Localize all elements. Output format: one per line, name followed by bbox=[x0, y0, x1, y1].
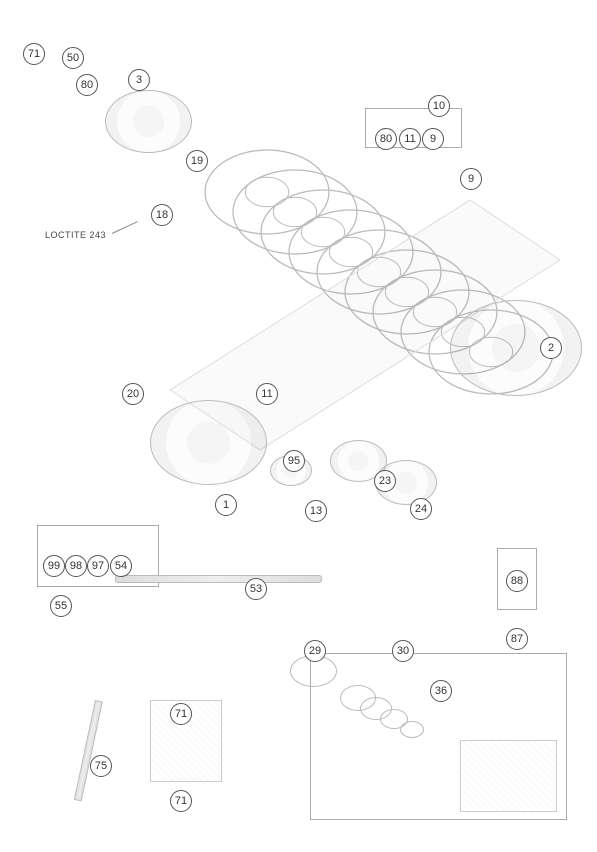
callout-19: 19 bbox=[186, 150, 208, 172]
callout-11: 11 bbox=[256, 383, 278, 405]
callout-2: 2 bbox=[540, 337, 562, 359]
callout-97: 97 bbox=[87, 555, 109, 577]
callout-30: 30 bbox=[392, 640, 414, 662]
callout-23: 23 bbox=[374, 470, 396, 492]
callout-80: 80 bbox=[375, 128, 397, 150]
part-push-rod bbox=[115, 575, 322, 583]
callout-80: 80 bbox=[76, 74, 98, 96]
callout-99: 99 bbox=[43, 555, 65, 577]
loctite-note: LOCTITE 243 bbox=[45, 230, 106, 240]
callout-18: 18 bbox=[151, 204, 173, 226]
part-seal-3 bbox=[400, 721, 424, 738]
part-outer-hub bbox=[450, 300, 582, 396]
callout-71: 71 bbox=[170, 790, 192, 812]
callout-29: 29 bbox=[304, 640, 326, 662]
callout-1: 1 bbox=[215, 494, 237, 516]
part-pressure-plate bbox=[105, 90, 192, 153]
callout-9: 9 bbox=[422, 128, 444, 150]
callout-53: 53 bbox=[245, 578, 267, 600]
callout-50: 50 bbox=[62, 47, 84, 69]
callout-10: 10 bbox=[428, 95, 450, 117]
part-slave-cyl-large bbox=[460, 740, 557, 812]
callout-88: 88 bbox=[506, 570, 528, 592]
callout-98: 98 bbox=[65, 555, 87, 577]
part-clutch-basket bbox=[150, 400, 267, 485]
callout-55: 55 bbox=[50, 595, 72, 617]
callout-54: 54 bbox=[110, 555, 132, 577]
callout-95: 95 bbox=[283, 450, 305, 472]
callout-75: 75 bbox=[90, 755, 112, 777]
callout-11: 11 bbox=[399, 128, 421, 150]
callout-87: 87 bbox=[506, 628, 528, 650]
callout-24: 24 bbox=[410, 498, 432, 520]
callout-71: 71 bbox=[170, 703, 192, 725]
callout-36: 36 bbox=[430, 680, 452, 702]
callout-13: 13 bbox=[305, 500, 327, 522]
callout-71: 71 bbox=[23, 43, 45, 65]
callout-9: 9 bbox=[460, 168, 482, 190]
callout-3: 3 bbox=[128, 69, 150, 91]
callout-20: 20 bbox=[122, 383, 144, 405]
